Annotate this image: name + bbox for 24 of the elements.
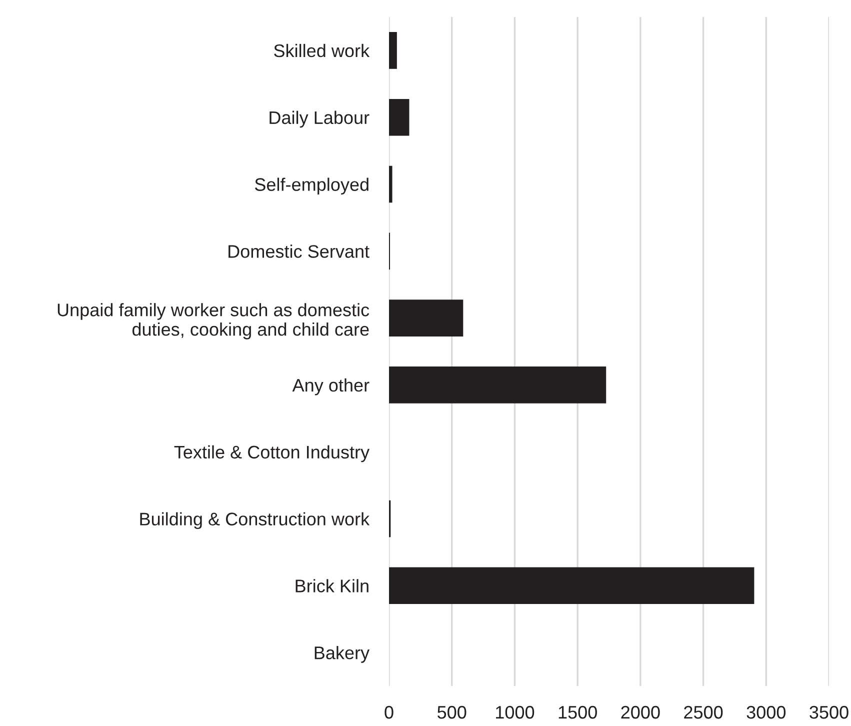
bar <box>389 300 464 336</box>
y-tick-label: Textile & Cotton Industry <box>174 445 370 462</box>
y-tick-label: Brick Kiln <box>296 579 368 592</box>
x-tick-label: 1500 <box>558 706 597 719</box>
bar <box>389 567 754 604</box>
y-tick-label: Building & Construction work <box>140 512 370 530</box>
y-tick-label: Bakery <box>314 646 370 663</box>
y-tick-label: Daily Labour <box>270 110 370 128</box>
x-tick-label: 2500 <box>684 706 723 719</box>
x-tick-label: 500 <box>438 706 466 719</box>
y-tick-label: Any other <box>292 378 370 396</box>
bar <box>389 32 397 69</box>
x-tick-label: 1000 <box>496 706 534 719</box>
y-tick-label: Domestic Servant <box>228 244 370 258</box>
y-tick-label: Unpaid family worker such as domestic duties, cooking and child care <box>58 303 370 340</box>
bar <box>389 366 606 404</box>
x-tick-label: 0 <box>384 706 394 719</box>
y-tick-label: Skilled work <box>274 44 370 58</box>
bar <box>389 98 410 136</box>
y-tick-label: Self-employed <box>254 178 368 195</box>
x-tick-label: 2000 <box>621 706 660 719</box>
x-tick-label: 3500 <box>810 706 848 719</box>
bar <box>389 166 392 203</box>
x-tick-label: 3000 <box>746 706 786 719</box>
